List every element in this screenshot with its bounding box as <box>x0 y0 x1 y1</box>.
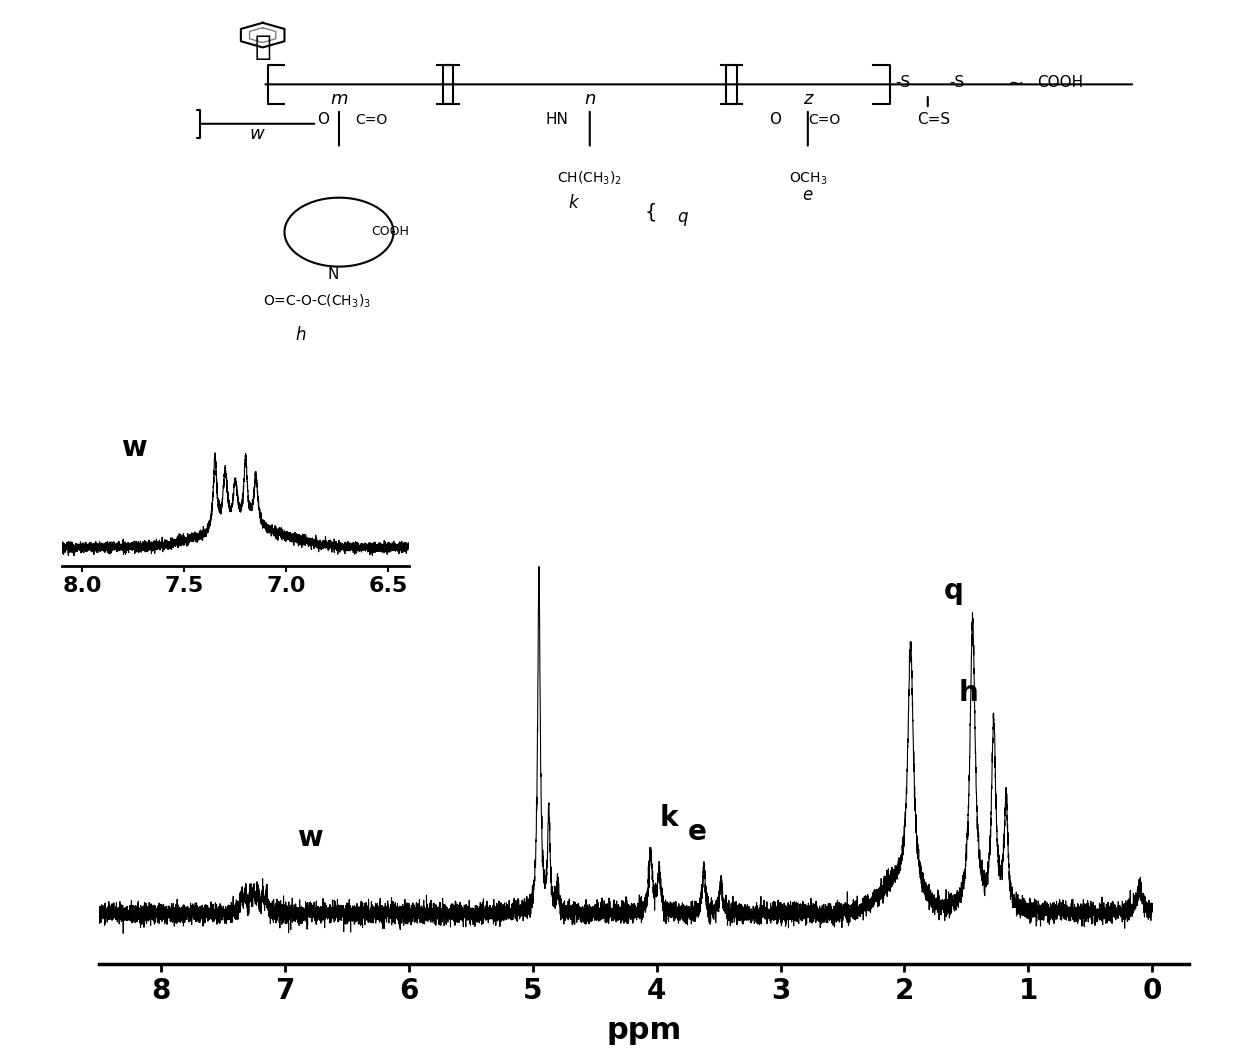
Text: h: h <box>295 327 306 345</box>
Text: OCH$_3$: OCH$_3$ <box>788 171 828 188</box>
Text: -S: -S <box>949 74 965 90</box>
Text: h: h <box>959 679 979 706</box>
Text: m: m <box>331 90 348 108</box>
Text: w: w <box>297 825 322 852</box>
Text: COOH: COOH <box>372 224 410 238</box>
Text: q: q <box>676 209 688 226</box>
Text: C=O: C=O <box>356 113 388 127</box>
Text: {: { <box>644 202 657 221</box>
Text: k: k <box>660 804 678 832</box>
Text: COOH: COOH <box>1037 74 1083 90</box>
Text: ⌒: ⌒ <box>254 32 271 61</box>
Text: k: k <box>567 194 577 212</box>
Text: C=S: C=S <box>917 112 950 127</box>
Text: O: O <box>769 112 781 127</box>
Text: e: e <box>803 187 813 204</box>
Text: O=C-O-C(CH$_3$)$_3$: O=C-O-C(CH$_3$)$_3$ <box>263 293 372 310</box>
Text: HN: HN <box>545 112 569 127</box>
Text: CH(CH$_3$)$_2$: CH(CH$_3$)$_2$ <box>558 170 622 188</box>
Text: w: w <box>120 434 146 462</box>
X-axis label: ppm: ppm <box>607 1017 681 1046</box>
Text: Chemical Structure: L-proline functionalized
temperature-sensitive hairy polymer: Chemical Structure: L-proline functional… <box>437 237 851 277</box>
Text: C=O: C=O <box>808 113 840 127</box>
Text: N: N <box>328 267 339 282</box>
Text: q: q <box>944 577 964 606</box>
Text: w: w <box>250 125 265 143</box>
Text: n: n <box>584 90 596 108</box>
Text: z: z <box>803 90 813 108</box>
Text: $\sim$: $\sim$ <box>1004 72 1025 91</box>
Text: -S: -S <box>895 74 911 90</box>
Text: O: O <box>317 112 328 127</box>
Text: e: e <box>688 817 707 846</box>
